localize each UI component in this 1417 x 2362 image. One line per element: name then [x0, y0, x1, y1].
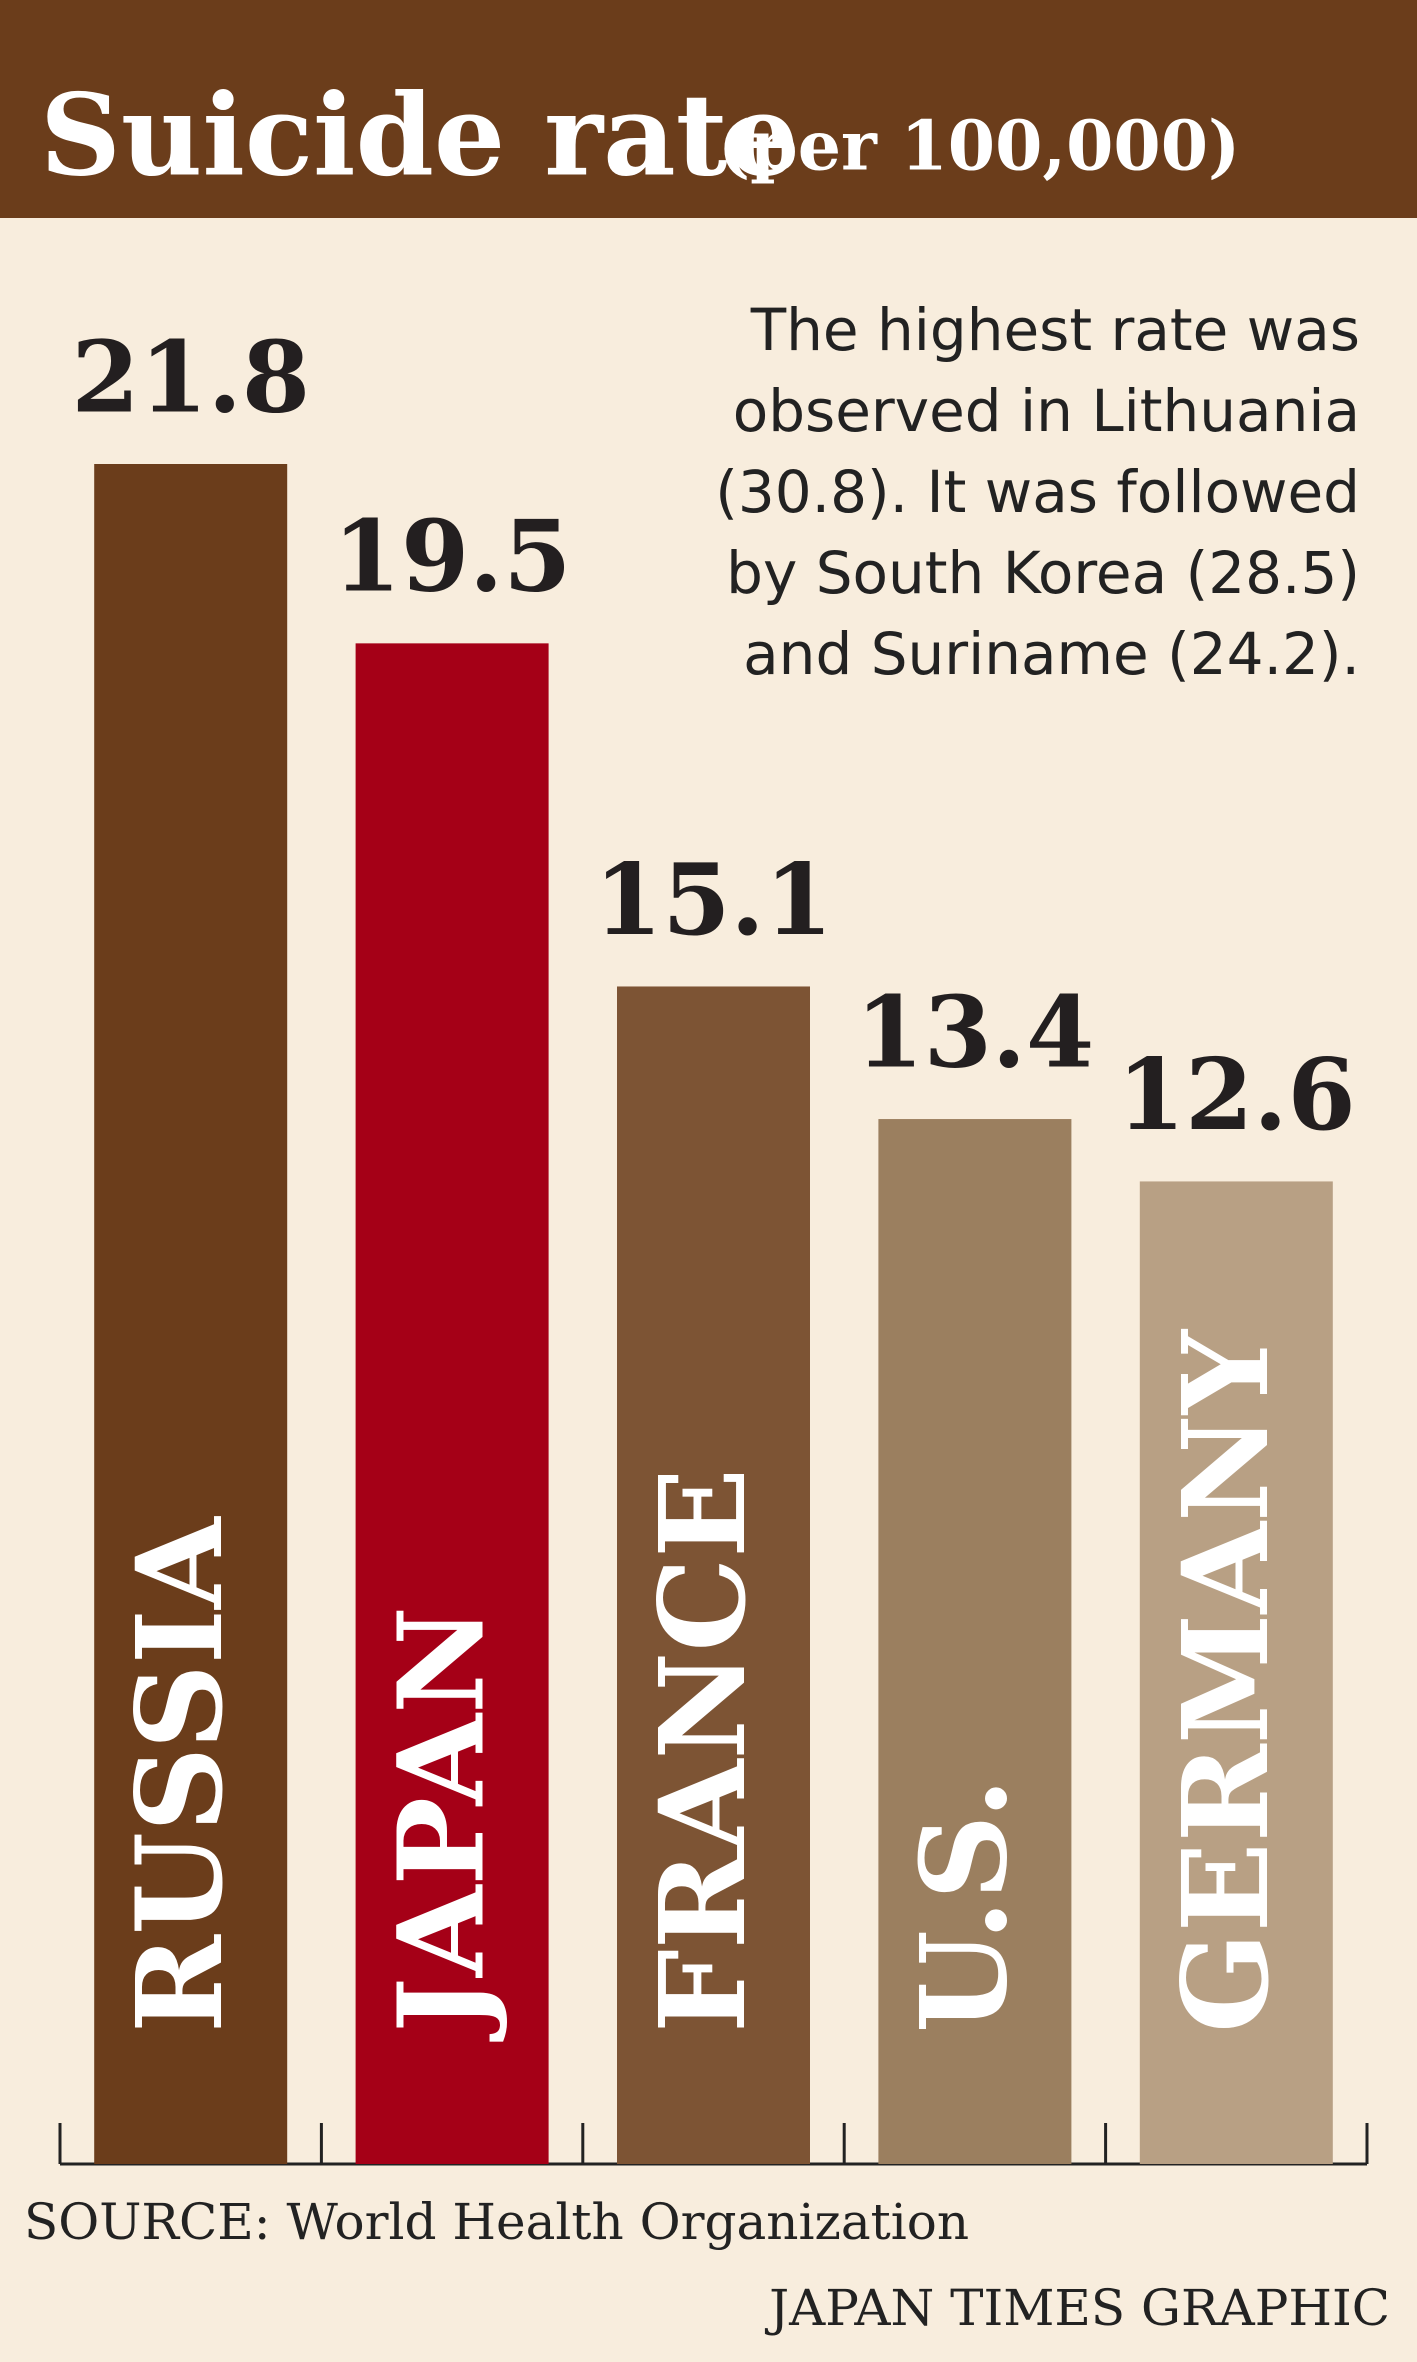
annotation: (30.8). It was followed [715, 458, 1360, 526]
annotation: observed in Lithuania [733, 377, 1360, 445]
bar [355, 643, 549, 2164]
category-label: FRANCE [633, 1468, 772, 2033]
chart-subtitle: (per 100,000) [718, 107, 1240, 187]
source: SOURCE: World Health Organization [24, 2193, 969, 2251]
annotation: by South Korea (28.5) [726, 539, 1360, 607]
bar [617, 986, 810, 2164]
value-label: 19.5 [333, 500, 572, 615]
chart-title: Suicide rate [40, 70, 799, 201]
value-label: 13.4 [856, 975, 1095, 1090]
annotation: and Suriname (24.2). [743, 620, 1360, 688]
annotation: The highest rate was [750, 296, 1360, 364]
category-label: GERMANY [1156, 1328, 1295, 2033]
value-label: 21.8 [71, 320, 310, 435]
category-label: JAPAN [372, 1606, 511, 2042]
bar [1139, 1181, 1333, 2164]
bar [878, 1119, 1072, 2164]
value-label: 12.6 [1117, 1038, 1356, 1153]
bar [94, 464, 288, 2164]
category-label: RUSSIA [110, 1516, 249, 2033]
header-band [0, 0, 1417, 218]
category-label: U.S. [894, 1778, 1033, 2033]
credit: JAPAN TIMES GRAPHIC [764, 2279, 1390, 2337]
value-label: 15.1 [594, 843, 833, 958]
